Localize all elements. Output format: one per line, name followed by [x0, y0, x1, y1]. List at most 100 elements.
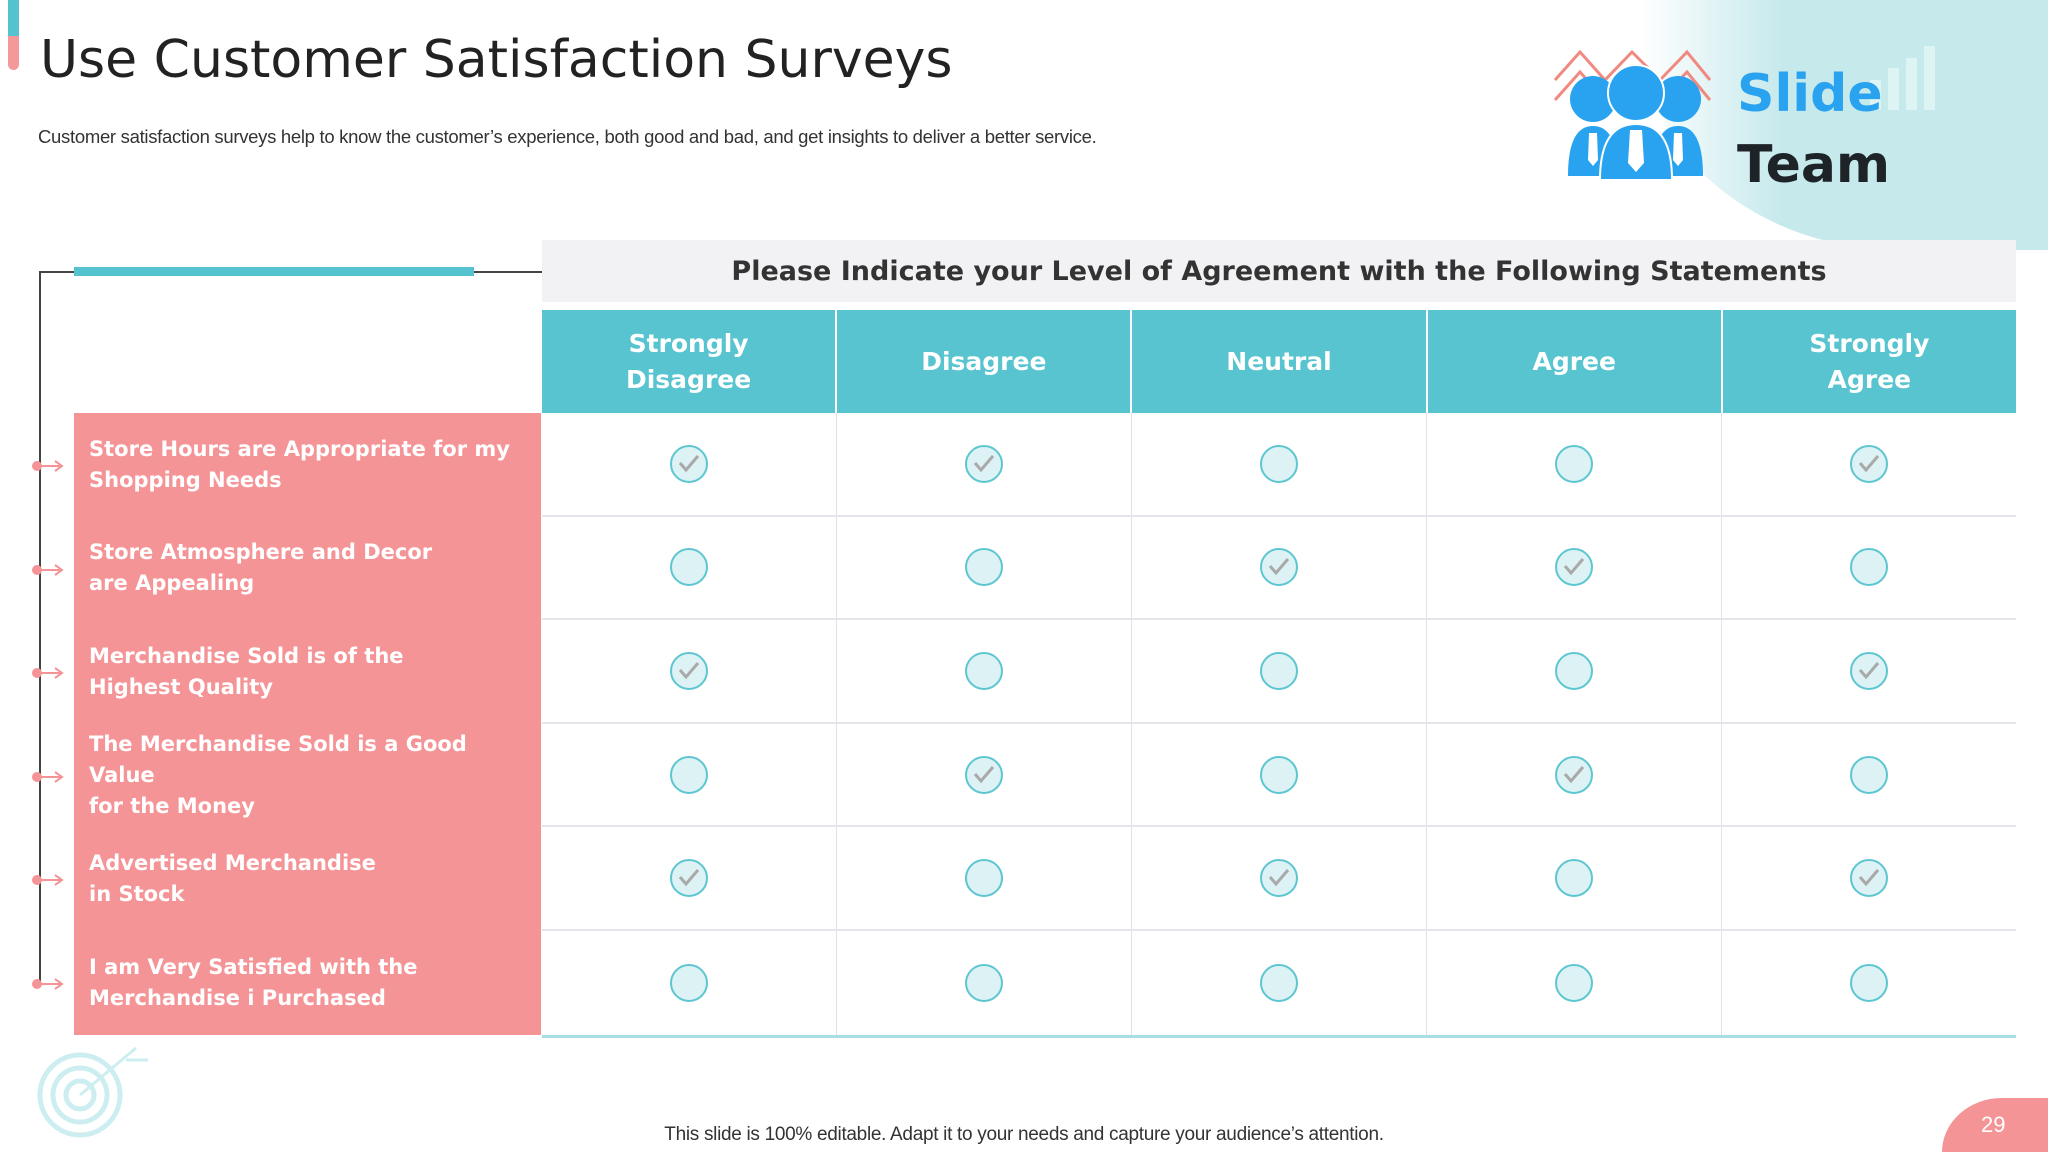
checked-radio[interactable] [670, 859, 708, 898]
response-cell-neutral [1131, 413, 1426, 515]
response-cell-neutral [1131, 930, 1426, 1035]
logo-text-slide: Slide [1737, 64, 1883, 124]
unchecked-radio[interactable] [670, 755, 708, 794]
column-header-row: Strongly Disagree Disagree Neutral Agree… [542, 310, 2016, 413]
response-cell-strongly-agree [1721, 413, 2016, 515]
table-row [542, 723, 2016, 828]
arrow-connector-icon [31, 977, 65, 990]
response-cell-strongly-agree [1721, 827, 2016, 929]
unchecked-radio[interactable] [1260, 755, 1298, 794]
target-icon [36, 1040, 166, 1150]
arrow-connector-icon [31, 459, 65, 472]
checkmark-icon [678, 869, 700, 887]
connector-line-vertical [39, 272, 41, 986]
statement-label: Store Atmosphere and Decor are Appealing [89, 540, 433, 596]
checkmark-icon [1858, 454, 1880, 473]
checkmark-icon [1268, 558, 1290, 576]
checked-radio[interactable] [670, 444, 708, 483]
table-row [542, 620, 2016, 724]
checkmark-icon [1563, 765, 1585, 783]
response-cell-neutral [1131, 827, 1426, 929]
table-row [542, 413, 2016, 517]
response-cell-disagree [836, 620, 1131, 722]
response-cell-agree [1426, 827, 1721, 929]
accent-bar-pink [8, 36, 19, 70]
response-cell-neutral [1131, 620, 1426, 722]
response-cell-strongly-disagree [542, 827, 836, 929]
checked-radio[interactable] [1555, 548, 1593, 587]
unchecked-radio[interactable] [1260, 963, 1298, 1002]
statement-label: The Merchandise Sold is a Good Value for… [89, 732, 467, 819]
unchecked-radio[interactable] [965, 548, 1003, 587]
column-header-agree: Agree [1425, 310, 1721, 413]
response-cell-strongly-disagree [542, 620, 836, 722]
page-title: Use Customer Satisfaction Surveys [40, 30, 953, 90]
unchecked-radio[interactable] [1555, 859, 1593, 898]
column-header-strongly-disagree: Strongly Disagree [625, 328, 752, 394]
response-cell-strongly-agree [1721, 723, 2016, 826]
checked-radio[interactable] [965, 755, 1003, 794]
checked-radio[interactable] [1555, 755, 1593, 794]
checked-radio[interactable] [965, 444, 1003, 483]
column-header-neutral: Neutral [1130, 310, 1425, 413]
survey-question: Please Indicate your Level of Agreement … [542, 240, 2016, 302]
response-cell-agree [1426, 620, 1721, 722]
unchecked-radio[interactable] [670, 548, 708, 587]
unchecked-radio[interactable] [1555, 444, 1593, 483]
table-row [542, 516, 2016, 621]
unchecked-radio[interactable] [1850, 963, 1888, 1002]
table-row [542, 827, 2016, 931]
response-cell-neutral [1131, 723, 1426, 826]
unchecked-radio[interactable] [1260, 651, 1298, 690]
arrow-connector-icon [31, 563, 65, 576]
response-cell-agree [1426, 413, 1721, 515]
response-cell-neutral [1131, 516, 1426, 619]
page-number: 29 [1981, 1112, 2006, 1137]
unchecked-radio[interactable] [1850, 548, 1888, 587]
footer-note: This slide is 100% editable. Adapt it to… [664, 1124, 1384, 1145]
teal-accent-bar [74, 267, 474, 276]
response-cell-strongly-agree [1721, 620, 2016, 722]
arrow-connector-icon [31, 873, 65, 887]
unchecked-radio[interactable] [1260, 444, 1298, 483]
response-cell-strongly-disagree [542, 931, 836, 1035]
response-cell-disagree [836, 516, 1131, 619]
response-cell-disagree [836, 723, 1131, 826]
checked-radio[interactable] [670, 651, 708, 690]
checkmark-icon [973, 765, 995, 783]
logo-text-team: Team [1737, 135, 1890, 188]
response-grid [542, 413, 2016, 1038]
unchecked-radio[interactable] [1555, 651, 1593, 690]
unchecked-radio[interactable] [1850, 755, 1888, 794]
statement-label: I am Very Satisfied with the Merchandise… [89, 954, 418, 1010]
response-cell-disagree [836, 413, 1131, 515]
checkmark-icon [973, 454, 995, 473]
statement-list: Store Hours are Appropriate for my Shopp… [74, 413, 541, 1035]
statement-label: Merchandise Sold is of the Highest Quali… [89, 643, 404, 699]
column-header-disagree: Disagree [835, 310, 1130, 413]
response-cell-agree [1426, 723, 1721, 826]
checkmark-icon [1268, 869, 1290, 887]
accent-bar-teal [8, 0, 19, 36]
unchecked-radio[interactable] [1555, 963, 1593, 1002]
unchecked-radio[interactable] [965, 859, 1003, 898]
page-number-badge: 29 [1942, 1098, 2048, 1152]
checked-radio[interactable] [1260, 548, 1298, 587]
response-cell-disagree [836, 827, 1131, 929]
checked-radio[interactable] [1850, 444, 1888, 483]
response-cell-strongly-agree [1721, 516, 2016, 619]
checkmark-icon [1858, 662, 1880, 680]
checked-radio[interactable] [1260, 859, 1298, 898]
unchecked-radio[interactable] [965, 963, 1003, 1002]
response-cell-strongly-disagree [542, 517, 836, 619]
checkmark-icon [1563, 558, 1585, 576]
checked-radio[interactable] [1850, 859, 1888, 898]
slideteam-logo: Slide Team [1550, 38, 1970, 195]
unchecked-radio[interactable] [965, 651, 1003, 690]
response-cell-agree [1426, 516, 1721, 619]
table-row [542, 930, 2016, 1035]
unchecked-radio[interactable] [670, 963, 708, 1002]
statement-label: Store Hours are Appropriate for my Shopp… [89, 436, 510, 492]
checked-radio[interactable] [1850, 651, 1888, 690]
arrow-connector-icon [31, 666, 65, 680]
